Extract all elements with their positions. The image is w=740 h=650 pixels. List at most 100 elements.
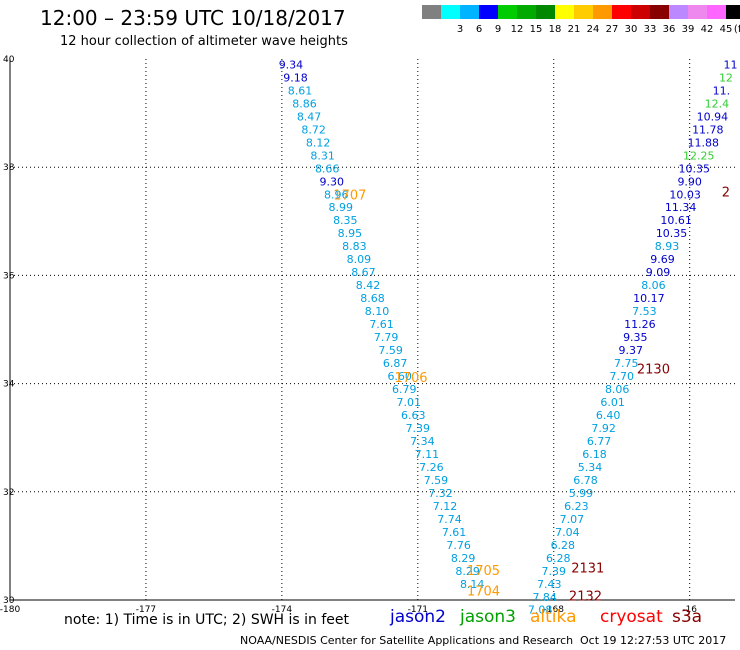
colorbar-label: 39 <box>682 24 695 35</box>
data-point-jason2: 12 <box>719 71 733 84</box>
colorbar-swatch <box>441 5 460 19</box>
page-title: 12:00 – 23:59 UTC 10/18/2017 <box>40 6 346 30</box>
colorbar-swatch <box>479 5 498 19</box>
data-point-jason2: 7.04 <box>555 526 580 539</box>
data-point-jason3: 7.01 <box>397 396 422 409</box>
colorbar-label: 36 <box>663 24 676 35</box>
colorbar-swatch <box>612 5 631 19</box>
data-point-jason2: 6.78 <box>573 474 598 487</box>
data-point-jason3: 8.12 <box>306 136 331 149</box>
data-point-jason3: 8.35 <box>333 214 358 227</box>
data-point-jason2: 5.34 <box>578 461 603 474</box>
data-point-jason3: 6.63 <box>401 409 426 422</box>
colorbar-swatch <box>574 5 593 19</box>
colorbar-label: 33 <box>644 24 657 35</box>
colorbar-label: 9 <box>495 24 501 35</box>
data-point-jason3: 6.60 <box>387 370 412 383</box>
data-point-jason2: 11.26 <box>624 318 656 331</box>
data-point-jason2: 11 <box>723 58 737 71</box>
y-tick-label: 40 <box>3 55 15 65</box>
colorbar-label: 21 <box>568 24 581 35</box>
data-point-jason3: 8.31 <box>310 149 335 162</box>
footer-credit: NOAA/NESDIS Center for Satellite Applica… <box>240 634 574 647</box>
data-point-jason2: 9.35 <box>623 331 648 344</box>
legend-jason3: jason3 <box>460 607 516 627</box>
data-point-jason3: 7.79 <box>374 331 399 344</box>
data-point-jason3: 8.68 <box>360 292 385 305</box>
colorbar-swatch <box>517 5 536 19</box>
x-tick-label: -168 <box>544 605 565 615</box>
legend-note: note: 1) Time is in UTC; 2) SWH is in fe… <box>64 612 350 628</box>
data-point-jason2: 11. <box>713 84 731 97</box>
data-point-jason3: 8.29 <box>451 552 476 565</box>
data-point-jason3: 8.42 <box>356 279 381 292</box>
data-point-jason3: 7.39 <box>406 422 431 435</box>
y-tick-label: 30 <box>3 596 15 606</box>
data-point-jason3: 8.61 <box>288 84 313 97</box>
data-point-jason3: 6.79 <box>392 383 417 396</box>
data-point-jason2: 6.77 <box>587 435 612 448</box>
legend-s3a: s3a <box>672 607 703 627</box>
y-tick-label: 38 <box>3 163 15 173</box>
data-point-jason3: 8.10 <box>365 305 390 318</box>
colorbar-label: 6 <box>476 24 482 35</box>
data-point-jason3: 8.09 <box>347 253 372 266</box>
data-point-jason2: 7.39 <box>542 565 567 578</box>
y-tick-label: 36 <box>3 271 15 281</box>
data-point-jason3: 7.34 <box>410 435 435 448</box>
time-label: 1706 <box>394 371 427 386</box>
data-point-jason2: 6.18 <box>582 448 607 461</box>
data-point-jason2: 7.70 <box>609 370 634 383</box>
data-point-jason2: 7.92 <box>591 422 616 435</box>
colorbar-label: 15 <box>530 24 543 35</box>
colorbar-label: 12 <box>511 24 524 35</box>
time-label: 2130 <box>637 362 670 377</box>
data-point-jason2: 11.78 <box>692 123 724 136</box>
data-point-jason2: 8.06 <box>605 383 630 396</box>
data-point-jason2: 12.4 <box>705 97 730 110</box>
data-point-jason2: 10.17 <box>633 292 665 305</box>
colorbar-label: 27 <box>606 24 619 35</box>
time-label: 1704 <box>467 584 500 599</box>
time-label: 1707 <box>333 188 366 203</box>
colorbar-label: 18 <box>549 24 562 35</box>
data-point-jason3: 7.32 <box>428 487 453 500</box>
data-point-jason2: 12.25 <box>683 149 715 162</box>
colorbar-label: 45 <box>720 24 733 35</box>
colorbar-unit: (ft) <box>734 24 740 35</box>
data-point-jason3: 9.18 <box>283 71 308 84</box>
data-point-jason3: 7.76 <box>446 539 471 552</box>
y-tick-label: 32 <box>3 488 14 498</box>
legend-altika: altika <box>530 607 577 627</box>
data-point-jason2: 10.61 <box>660 214 692 227</box>
colorbar-swatch <box>707 5 726 19</box>
data-point-jason2: 7.07 <box>560 513 585 526</box>
data-point-jason3: 8.29 <box>455 565 480 578</box>
colorbar-swatch <box>498 5 517 19</box>
data-point-jason2: 11.88 <box>688 136 720 149</box>
data-point-jason3: 8.67 <box>351 266 376 279</box>
data-point-jason3: 9.30 <box>319 175 344 188</box>
legend-jason2: jason2 <box>390 607 446 627</box>
data-point-jason3: 8.47 <box>297 110 322 123</box>
data-point-jason2: 7.43 <box>537 578 562 591</box>
x-tick-label: -171 <box>408 605 428 615</box>
data-point-jason2: 9.90 <box>677 175 702 188</box>
time-label: 1705 <box>467 564 500 579</box>
colorbar-swatch <box>650 5 669 19</box>
colorbar-swatch <box>669 5 688 19</box>
footer-timestamp: Oct 19 12:27:53 UTC 2017 <box>580 634 727 647</box>
colorbar-label: 30 <box>625 24 638 35</box>
x-tick-label: -180 <box>0 605 20 615</box>
colorbar-swatch <box>726 5 740 19</box>
colorbar-swatch <box>460 5 479 19</box>
colorbar-swatch <box>555 5 574 19</box>
x-tick-label: -177 <box>136 605 156 615</box>
data-point-jason3: 8.99 <box>329 201 354 214</box>
data-point-jason2: 8.06 <box>641 279 666 292</box>
data-point-jason2: 5.99 <box>569 487 594 500</box>
data-point-jason2: 6.23 <box>564 500 589 513</box>
data-point-jason3: 7.12 <box>433 500 458 513</box>
data-point-jason2: 6.28 <box>546 552 571 565</box>
